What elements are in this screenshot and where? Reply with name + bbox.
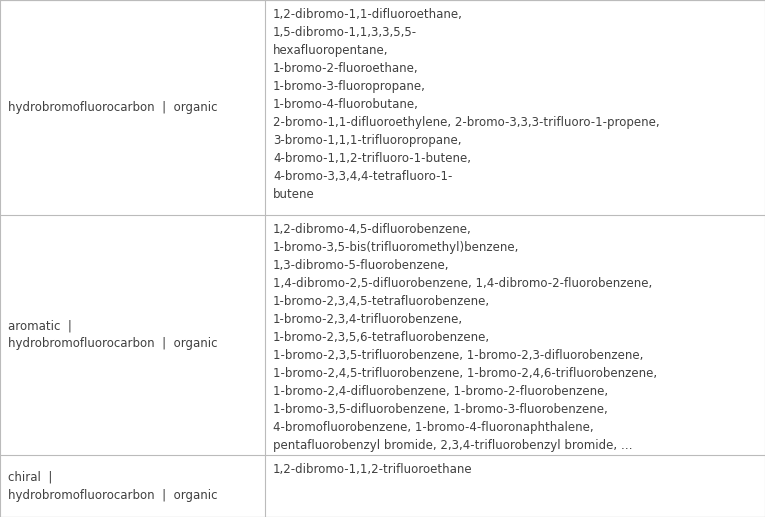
Text: 1,2-dibromo-4,5-difluorobenzene,
1-bromo-3,5-bis(trifluoromethyl)benzene,
1,3-di: 1,2-dibromo-4,5-difluorobenzene, 1-bromo… — [273, 223, 657, 452]
Text: 1,2-dibromo-1,1-difluoroethane,
1,5-dibromo-1,1,3,3,5,5-
hexafluoropentane,
1-br: 1,2-dibromo-1,1-difluoroethane, 1,5-dibr… — [273, 8, 659, 201]
Text: 1,2-dibromo-1,1,2-trifluoroethane: 1,2-dibromo-1,1,2-trifluoroethane — [273, 463, 473, 476]
Text: aromatic  |
hydrobromofluorocarbon  |  organic: aromatic | hydrobromofluorocarbon | orga… — [8, 320, 217, 351]
Text: hydrobromofluorocarbon  |  organic: hydrobromofluorocarbon | organic — [8, 101, 217, 114]
Text: chiral  |
hydrobromofluorocarbon  |  organic: chiral | hydrobromofluorocarbon | organi… — [8, 470, 217, 501]
